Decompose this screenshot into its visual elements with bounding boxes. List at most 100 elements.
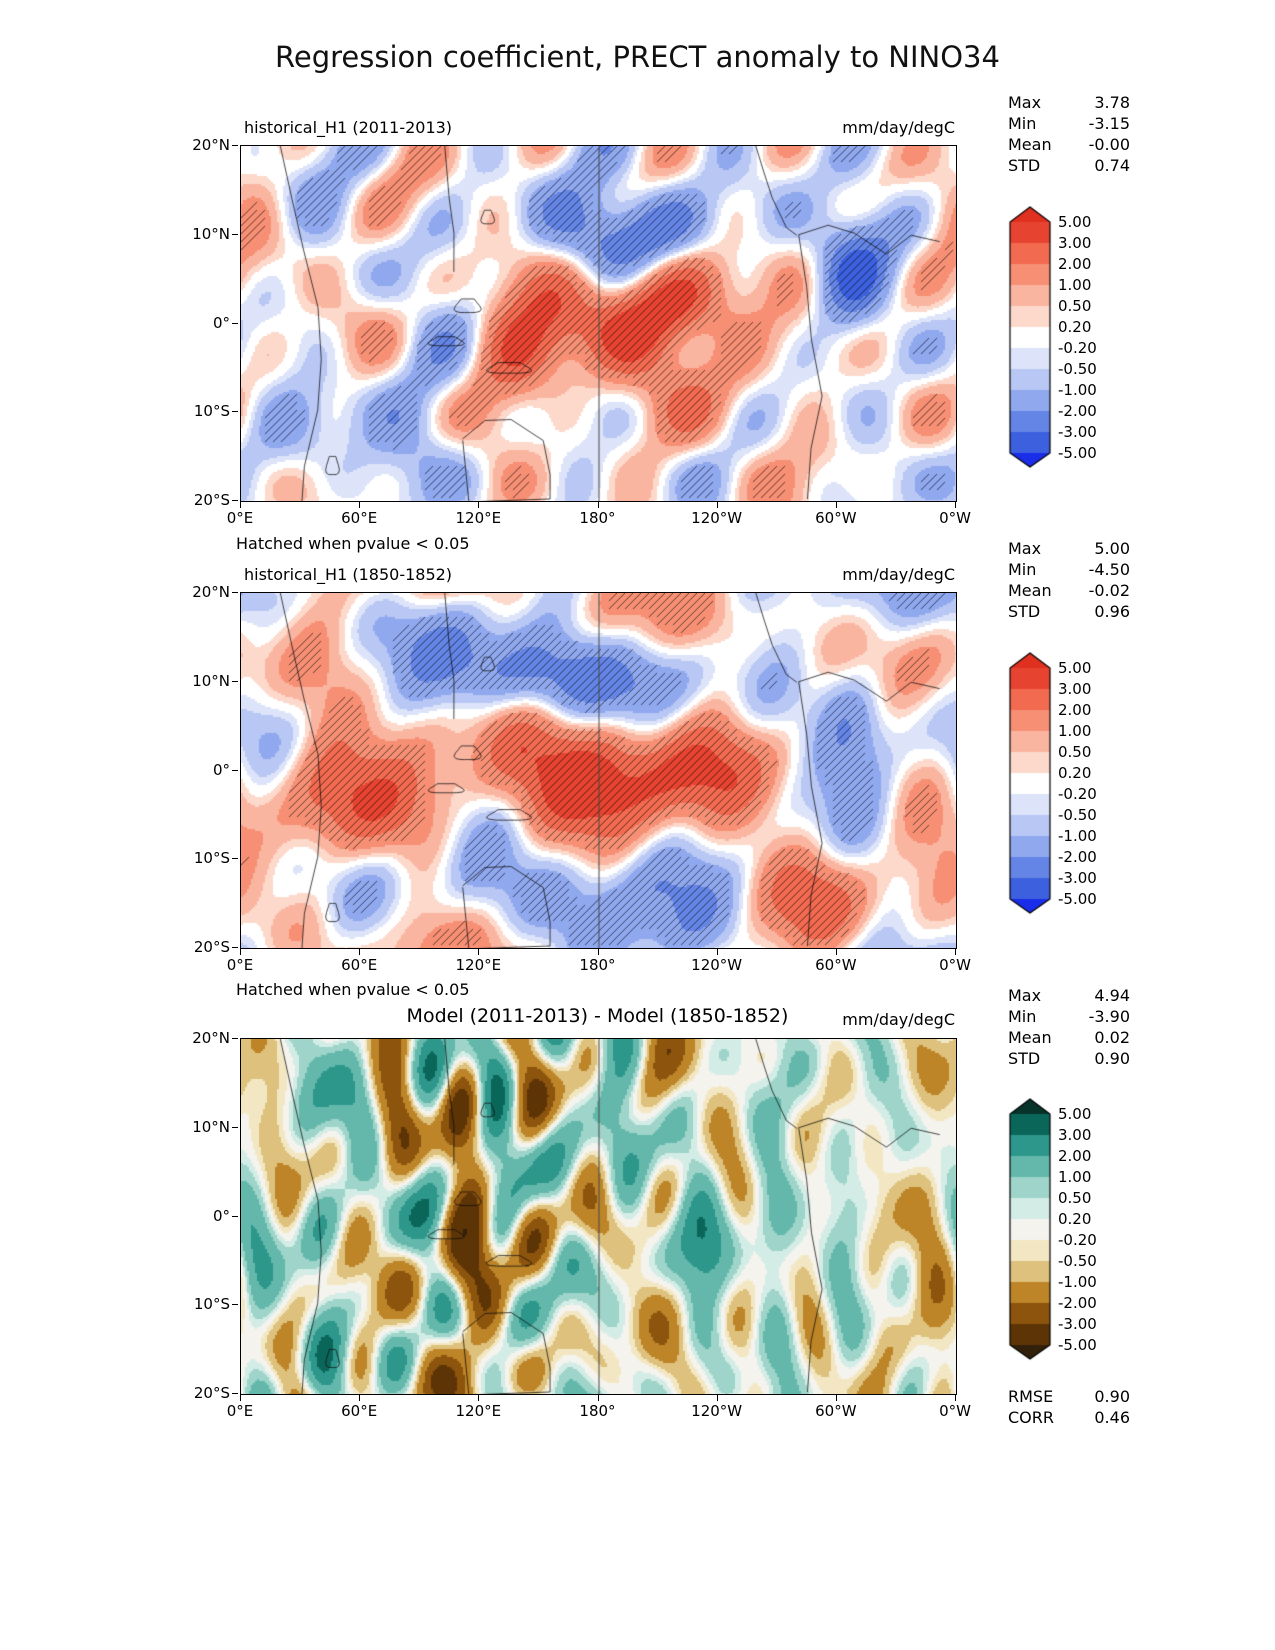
lat-tick-label: 0° [212, 313, 230, 332]
stat-value: 0.02 [1094, 1028, 1130, 1047]
score-block: RMSE 0.90 CORR 0.46 [1008, 1386, 1130, 1428]
lat-tick-mark [232, 1215, 238, 1217]
lon-tick-mark [359, 1395, 361, 1401]
lat-tick-mark [232, 233, 238, 235]
colorbar-tick-label: -0.50 [1058, 806, 1097, 824]
lat-tick-label: 20°S [193, 938, 230, 956]
lon-tick-label: 0°W [939, 1402, 971, 1420]
figure-title: Regression coefficient, PRECT anomaly to… [275, 40, 1000, 74]
lat-tick-mark [232, 592, 238, 593]
lat-tick-label: 10°S [193, 849, 230, 868]
lon-tick-label: 120°W [691, 956, 743, 974]
lon-tick-label: 60°W [815, 1402, 857, 1420]
colorbar-tick-label: -5.00 [1058, 890, 1097, 908]
panel-2-stats: Max 5.00 Min -4.50 Mean -0.02 STD 0.96 [1008, 538, 1130, 622]
panel-3-colorbar [1008, 1098, 1052, 1362]
panel-1-title: historical_H1 (2011-2013) [244, 118, 453, 137]
panel-3-map-canvas [240, 1038, 957, 1395]
lat-tick-mark [232, 145, 238, 146]
lat-tick-label: 10°N [192, 224, 230, 243]
lat-tick-mark [232, 500, 238, 501]
lat-tick-mark [232, 858, 238, 860]
panel-2-colorbar [1008, 652, 1052, 916]
panel-1-hatch-caption: Hatched when pvalue < 0.05 [236, 534, 470, 553]
lon-tick-label: 0°W [939, 509, 971, 527]
colorbar-tick-label: -0.20 [1058, 339, 1097, 357]
lat-tick-mark [232, 322, 238, 324]
colorbar-tick-label: 0.50 [1058, 297, 1092, 315]
colorbar-tick-label: -3.00 [1058, 423, 1097, 441]
stat-label: Min [1008, 1007, 1037, 1026]
colorbar-tick-label: 1.00 [1058, 276, 1092, 294]
colorbar-tick-label: -2.00 [1058, 1294, 1097, 1312]
colorbar-tick-label: 5.00 [1058, 213, 1092, 231]
stat-label: Min [1008, 560, 1037, 579]
panel-3-units: mm/day/degC [842, 1010, 955, 1029]
lon-tick-label: 180° [579, 956, 616, 974]
lon-tick-mark [359, 949, 361, 955]
colorbar-tick-label: -0.20 [1058, 1231, 1097, 1249]
panel-1-colorbar [1008, 206, 1052, 470]
lon-tick-mark [478, 1395, 480, 1401]
lon-tick-label: 180° [579, 1402, 616, 1420]
stat-value: 0.90 [1094, 1049, 1130, 1068]
stat-label: STD [1008, 156, 1041, 175]
panel-2-map-canvas [240, 592, 957, 949]
lat-tick-label: 20°N [192, 136, 230, 154]
colorbar-tick-label: 0.20 [1058, 1210, 1092, 1228]
panel-2-hatch-caption: Hatched when pvalue < 0.05 [236, 980, 470, 999]
stat-value: -4.50 [1088, 560, 1130, 579]
lon-tick-label: 120°W [691, 1402, 743, 1420]
colorbar-tick-label: 1.00 [1058, 722, 1092, 740]
stat-label: STD [1008, 1049, 1041, 1068]
lat-tick-mark [232, 1126, 238, 1128]
lat-tick-label: 10°S [193, 1295, 230, 1314]
lon-tick-label: 180° [579, 509, 616, 527]
stat-value: -0.02 [1088, 581, 1130, 600]
lon-tick-label: 60°W [815, 509, 857, 527]
lat-tick-label: 0° [212, 1206, 230, 1225]
stat-row: Max 3.78 [1008, 92, 1130, 113]
lon-tick-mark [955, 949, 956, 955]
lat-tick-mark [232, 1304, 238, 1306]
stat-row: STD 0.96 [1008, 601, 1130, 622]
lon-tick-label: 60°E [341, 1402, 378, 1420]
colorbar-tick-label: -5.00 [1058, 1336, 1097, 1354]
lon-tick-mark [597, 949, 599, 955]
colorbar-tick-label: 3.00 [1058, 680, 1092, 698]
lon-tick-mark [478, 502, 480, 508]
stat-label: Mean [1008, 135, 1052, 154]
lat-tick-label: 0° [212, 760, 230, 779]
lat-tick-label: 10°N [192, 671, 230, 690]
lon-tick-mark [955, 1395, 956, 1401]
stat-label: Mean [1008, 1028, 1052, 1047]
panel-2-title: historical_H1 (1850-1852) [244, 565, 453, 584]
stat-label: Mean [1008, 581, 1052, 600]
stat-value: 3.78 [1094, 93, 1130, 112]
colorbar-tick-label: -2.00 [1058, 402, 1097, 420]
panel-3-stats: Max 4.94 Min -3.90 Mean 0.02 STD 0.90 [1008, 985, 1130, 1069]
lon-tick-label: 0°E [226, 509, 254, 527]
lon-tick-mark [240, 949, 241, 955]
stat-value: -0.00 [1088, 135, 1130, 154]
stat-row: Min -4.50 [1008, 559, 1130, 580]
stat-row: Mean -0.02 [1008, 580, 1130, 601]
colorbar-tick-label: 2.00 [1058, 1147, 1092, 1165]
lat-tick-mark [232, 1393, 238, 1394]
corr-label: CORR [1008, 1408, 1054, 1427]
colorbar-tick-label: 3.00 [1058, 234, 1092, 252]
lon-tick-label: 0°E [226, 1402, 254, 1420]
colorbar-tick-label: -5.00 [1058, 444, 1097, 462]
colorbar-tick-label: 0.20 [1058, 764, 1092, 782]
lat-tick-mark [232, 947, 238, 948]
lon-tick-label: 120°E [455, 509, 502, 527]
stat-row: Min -3.15 [1008, 113, 1130, 134]
stat-label: Max [1008, 93, 1042, 112]
panel-1-stats: Max 3.78 Min -3.15 Mean -0.00 STD 0.74 [1008, 92, 1130, 176]
stat-row: Max 4.94 [1008, 985, 1130, 1006]
stat-label: Max [1008, 986, 1042, 1005]
lon-tick-mark [359, 502, 361, 508]
lon-tick-label: 0°W [939, 956, 971, 974]
panel-3-title: Model (2011-2013) - Model (1850-1852) [406, 1005, 789, 1027]
stat-value: 0.74 [1094, 156, 1130, 175]
